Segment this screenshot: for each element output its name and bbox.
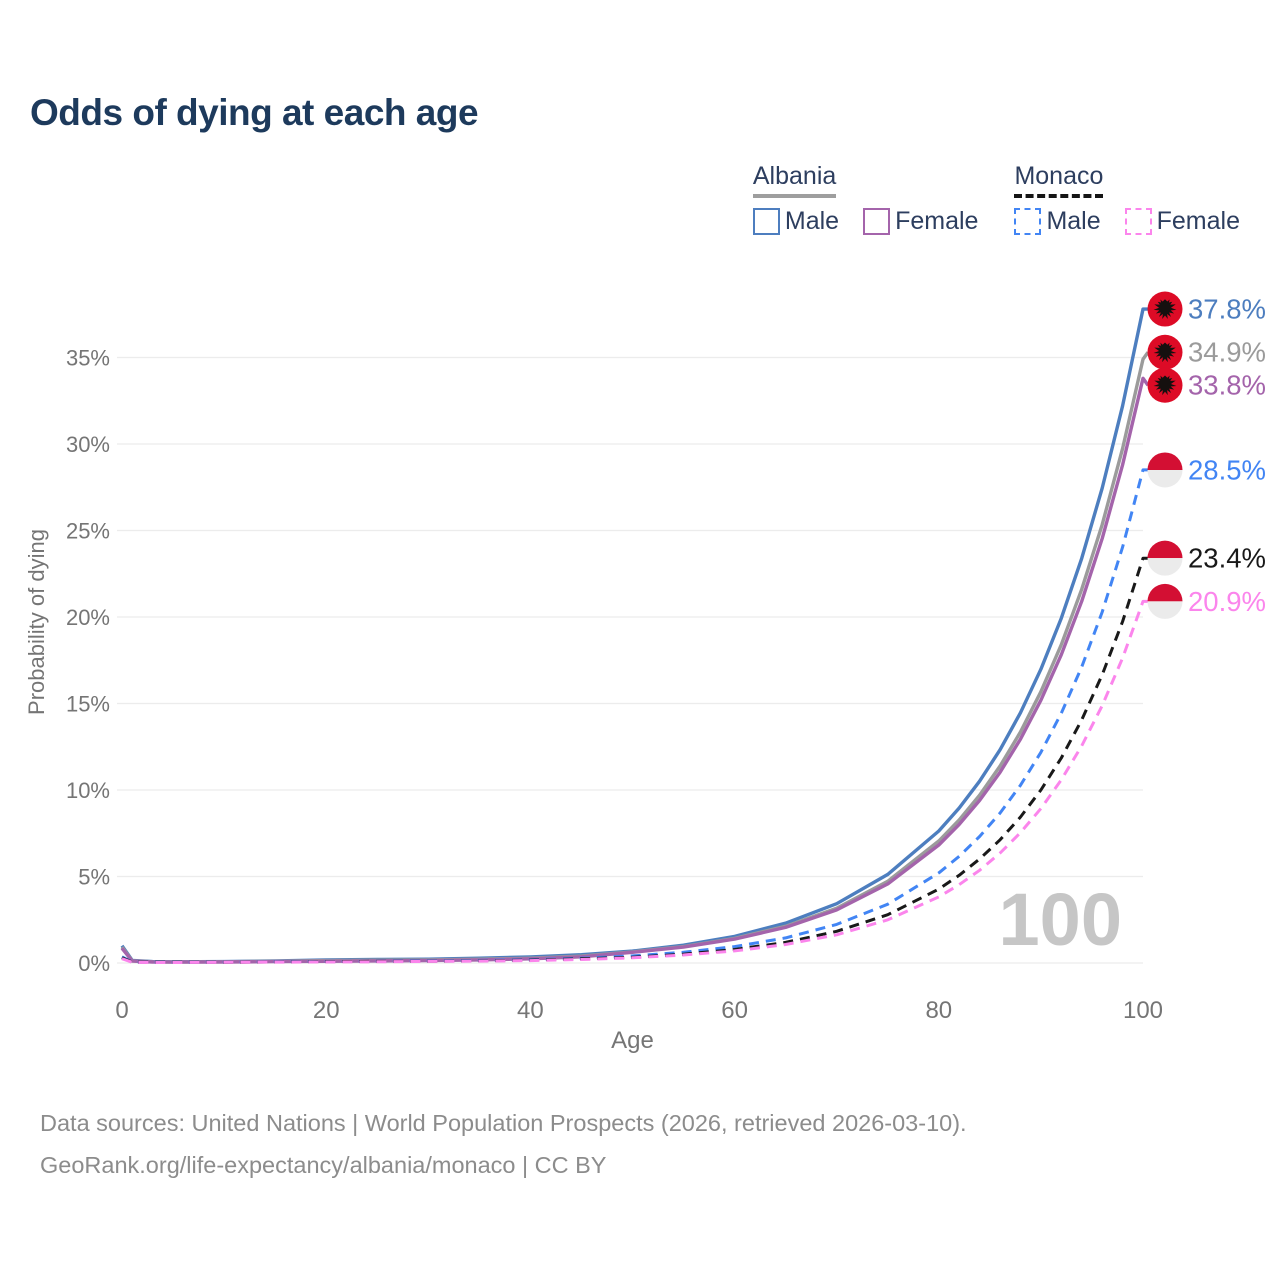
y-axis-title: Probability of dying — [24, 529, 49, 715]
monaco-male-swatch-icon — [1014, 208, 1042, 235]
double-headed-eagle-icon — [1153, 342, 1177, 363]
footer-attribution[interactable]: GeoRank.org/life-expectancy/albania/mona… — [40, 1152, 607, 1178]
series-line-albania-female — [120, 376, 1150, 964]
end-label-albania-all: 34.9% — [1188, 337, 1266, 368]
y-tick-label: 5% — [78, 865, 110, 890]
legend-group-label-albania[interactable]: Albania — [752, 162, 837, 198]
y-tick-label: 20% — [66, 605, 110, 630]
y-tick-label: 25% — [66, 519, 110, 544]
monaco-flag-icon — [1147, 452, 1183, 488]
y-tick-label: 30% — [66, 432, 110, 457]
x-tick-label: 100 — [1123, 997, 1163, 1024]
x-tick-label: 40 — [517, 997, 544, 1024]
albania-male-swatch-icon — [752, 208, 780, 235]
line-chart-svg: 0% 5% 10% 15% 20% 25% 30% 35% 0 20 40 60 80 100 Age Pro… — [24, 291, 1266, 1054]
flag-bottom-half — [1147, 558, 1183, 576]
y-tick-label: 15% — [66, 692, 110, 717]
legend-group-albania: Albania Male Female — [752, 162, 978, 236]
albania-flag-icon — [1147, 367, 1183, 403]
legend-item-monaco-female[interactable]: Female — [1124, 207, 1240, 236]
x-tick-label: 0 — [115, 997, 128, 1024]
end-label-monaco-female: 20.9% — [1188, 586, 1266, 617]
legend-item-albania-male[interactable]: Male — [752, 207, 840, 236]
flag-top-half — [1147, 540, 1183, 559]
double-headed-eagle-icon — [1153, 299, 1177, 319]
y-tick-label: 10% — [66, 778, 110, 803]
legend-item-label: Male — [784, 207, 840, 235]
y-tick-label: 35% — [66, 346, 110, 371]
legend-group-label-monaco[interactable]: Monaco — [1014, 162, 1104, 198]
series-line-albania-male — [120, 307, 1148, 964]
end-label-albania-female: 33.8% — [1188, 370, 1266, 401]
series-line-monaco-male — [121, 468, 1148, 964]
x-tick-label: 60 — [721, 997, 748, 1024]
age-watermark: 100 — [999, 878, 1122, 961]
legend-group-monaco: Monaco Male Female — [1014, 162, 1240, 236]
monaco-flag-icon — [1147, 540, 1183, 576]
footer: Data sources: United Nations | World Pop… — [40, 1102, 967, 1186]
page-title: Odds of dying at each age — [30, 92, 479, 133]
double-headed-eagle-icon — [1153, 375, 1177, 396]
end-label-monaco-male: 28.5% — [1188, 454, 1266, 485]
y-tick-label: 0% — [78, 951, 110, 976]
end-label-albania-male: 37.8% — [1188, 294, 1266, 325]
legend-items-albania: Male Female — [752, 207, 978, 236]
footer-data-sources: Data sources: United Nations | World Pop… — [40, 1110, 967, 1136]
legend: Albania Male Female Monaco Male Female — [752, 162, 1240, 236]
legend-item-albania-female[interactable]: Female — [863, 207, 978, 236]
flag-top-half — [1147, 452, 1183, 470]
end-label-monaco-all: 23.4% — [1188, 543, 1266, 574]
flag-top-half — [1147, 583, 1183, 602]
legend-item-label: Male — [1046, 207, 1101, 235]
x-tick-label: 20 — [313, 997, 340, 1024]
flag-bottom-half — [1147, 601, 1183, 619]
legend-items-monaco: Male Female — [1014, 207, 1240, 236]
albania-flag-icon — [1147, 291, 1183, 327]
line-chart: 0% 5% 10% 15% 20% 25% 30% 35% 0 20 40 60 80 100 Age Pro… — [0, 278, 1280, 1078]
flag-bottom-half — [1147, 469, 1183, 488]
albania-female-swatch-icon — [863, 208, 891, 235]
x-tick-label: 80 — [925, 997, 952, 1024]
monaco-flag-icon — [1147, 583, 1183, 619]
monaco-female-swatch-icon — [1124, 208, 1152, 235]
albania-flag-icon — [1147, 334, 1183, 370]
x-axis-title: Age — [611, 1027, 654, 1054]
legend-item-monaco-male[interactable]: Male — [1014, 207, 1101, 236]
series-line-monaco-female — [121, 599, 1148, 964]
legend-item-label: Female — [1156, 207, 1240, 235]
legend-item-label: Female — [895, 207, 979, 235]
